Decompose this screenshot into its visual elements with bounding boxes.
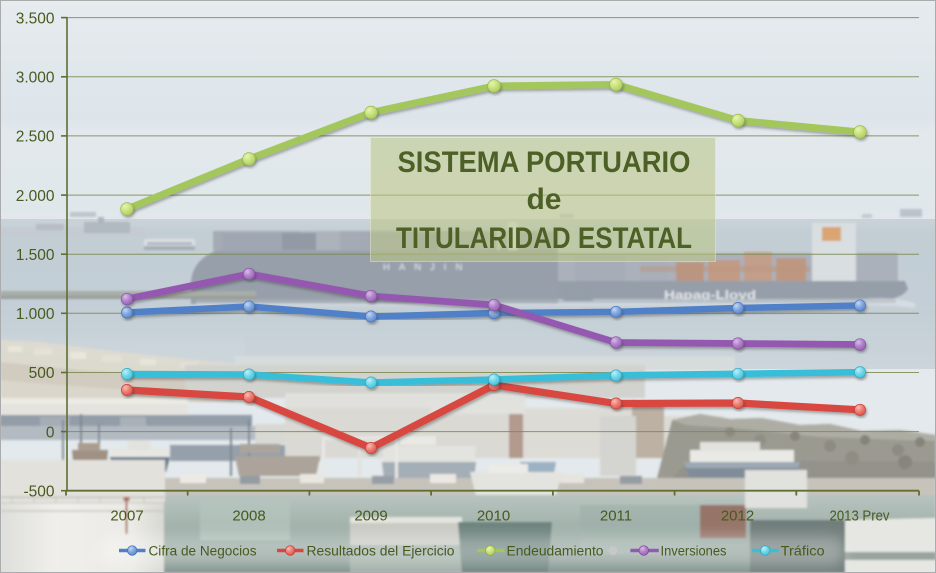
svg-text:0: 0	[46, 424, 55, 441]
svg-text:Resultados del Ejercicio: Resultados del Ejercicio	[307, 544, 455, 559]
svg-text:2.000: 2.000	[16, 188, 55, 205]
svg-text:3.000: 3.000	[16, 70, 55, 87]
svg-text:2012: 2012	[721, 508, 754, 525]
svg-text:3.500: 3.500	[16, 10, 55, 27]
svg-text:1.000: 1.000	[16, 306, 55, 323]
svg-text:2008: 2008	[232, 508, 265, 525]
svg-text:SISTEMA PORTUARIO: SISTEMA PORTUARIO	[398, 146, 691, 179]
svg-text:2.500: 2.500	[16, 129, 55, 146]
svg-text:2013 Prev: 2013 Prev	[830, 508, 890, 525]
svg-text:500: 500	[29, 365, 55, 382]
svg-text:Endeudamiento: Endeudamiento	[507, 544, 604, 559]
svg-text:TITULARIDAD ESTATAL: TITULARIDAD ESTATAL	[396, 222, 692, 255]
svg-text:de: de	[526, 183, 561, 216]
svg-text:2011: 2011	[600, 508, 632, 525]
svg-text:Inversiones: Inversiones	[661, 544, 727, 559]
svg-text:1.500: 1.500	[16, 247, 55, 264]
svg-text:2007: 2007	[110, 508, 143, 525]
svg-text:2009: 2009	[354, 508, 387, 525]
svg-text:Tráfico: Tráfico	[781, 544, 825, 559]
svg-text:2010: 2010	[477, 508, 510, 525]
svg-text:HANJIN: HANJIN	[383, 262, 471, 273]
svg-text:-500: -500	[23, 483, 54, 500]
svg-text:Cifra de Negocios: Cifra de Negocios	[149, 544, 257, 559]
